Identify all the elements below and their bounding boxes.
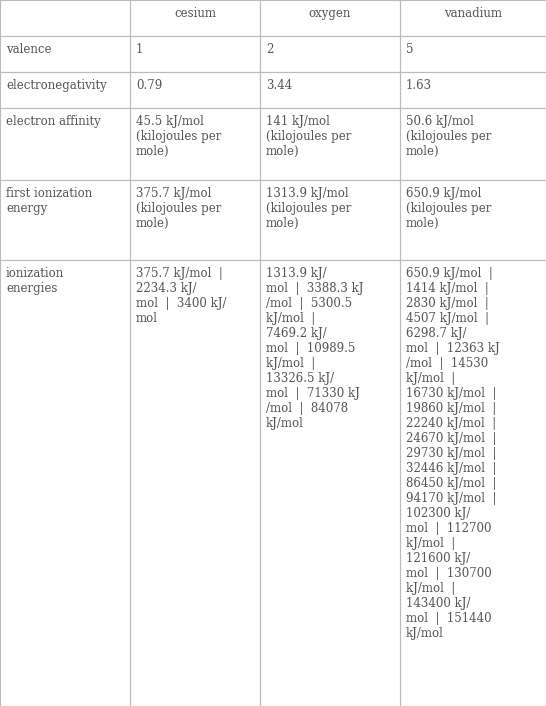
Text: 0.79: 0.79 [136, 79, 162, 92]
Text: oxygen: oxygen [309, 7, 351, 20]
Text: first ionization
energy: first ionization energy [6, 187, 92, 215]
Text: 650.9 kJ/mol
(kilojoules per
mole): 650.9 kJ/mol (kilojoules per mole) [406, 187, 491, 230]
Text: 5: 5 [406, 43, 413, 56]
Text: 375.7 kJ/mol  |
2234.3 kJ/
mol  |  3400 kJ/
mol: 375.7 kJ/mol | 2234.3 kJ/ mol | 3400 kJ/… [136, 267, 227, 325]
Text: 1: 1 [136, 43, 144, 56]
Text: electronegativity: electronegativity [6, 79, 107, 92]
Text: 3.44: 3.44 [266, 79, 292, 92]
Text: 1313.9 kJ/mol
(kilojoules per
mole): 1313.9 kJ/mol (kilojoules per mole) [266, 187, 352, 230]
Text: cesium: cesium [174, 7, 216, 20]
Text: 141 kJ/mol
(kilojoules per
mole): 141 kJ/mol (kilojoules per mole) [266, 115, 352, 158]
Text: 2: 2 [266, 43, 274, 56]
Text: 1.63: 1.63 [406, 79, 432, 92]
Text: 650.9 kJ/mol  |
1414 kJ/mol  |
2830 kJ/mol  |
4507 kJ/mol  |
6298.7 kJ/
mol  |  : 650.9 kJ/mol | 1414 kJ/mol | 2830 kJ/mol… [406, 267, 500, 640]
Text: 45.5 kJ/mol
(kilojoules per
mole): 45.5 kJ/mol (kilojoules per mole) [136, 115, 221, 158]
Text: vanadium: vanadium [444, 7, 502, 20]
Text: electron affinity: electron affinity [6, 115, 101, 128]
Text: 1313.9 kJ/
mol  |  3388.3 kJ
/mol  |  5300.5
kJ/mol  |
7469.2 kJ/
mol  |  10989.: 1313.9 kJ/ mol | 3388.3 kJ /mol | 5300.5… [266, 267, 364, 430]
Text: ionization
energies: ionization energies [6, 267, 64, 295]
Text: 50.6 kJ/mol
(kilojoules per
mole): 50.6 kJ/mol (kilojoules per mole) [406, 115, 491, 158]
Text: valence: valence [6, 43, 51, 56]
Text: 375.7 kJ/mol
(kilojoules per
mole): 375.7 kJ/mol (kilojoules per mole) [136, 187, 221, 230]
